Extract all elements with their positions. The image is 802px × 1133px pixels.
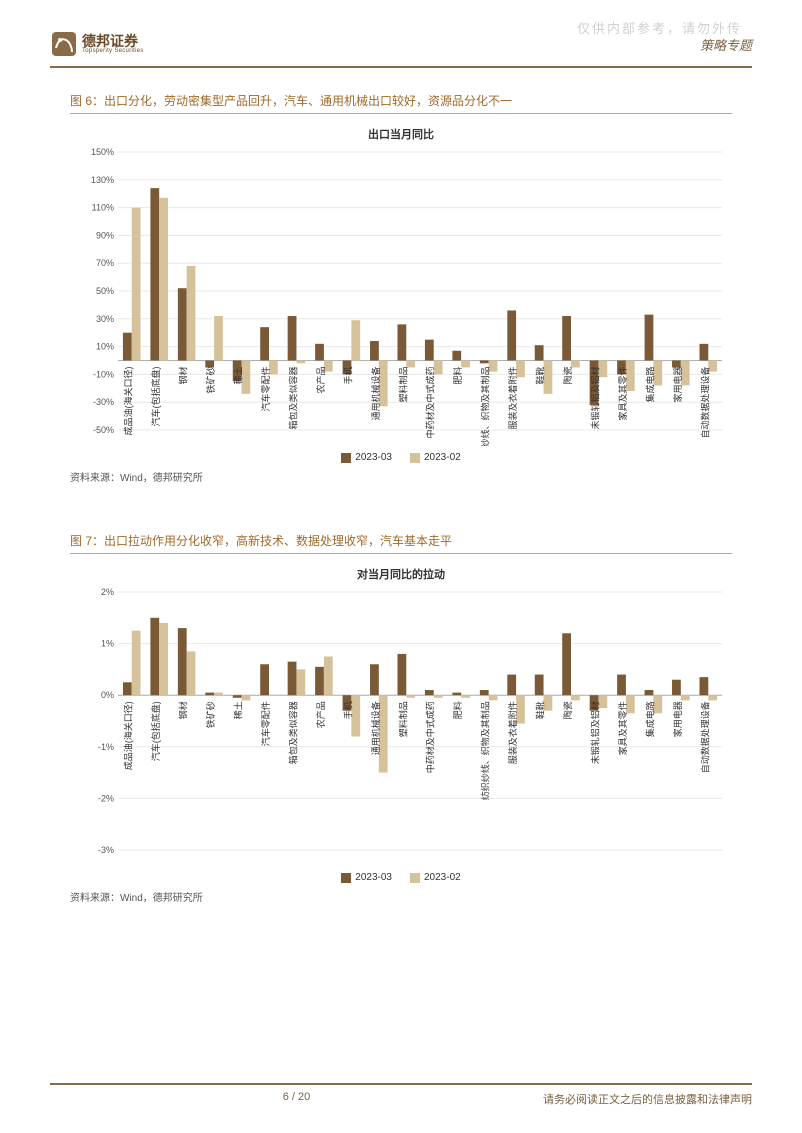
svg-text:-1%: -1% (98, 742, 114, 752)
svg-text:-2%: -2% (98, 793, 114, 803)
figure-6-legend: 2023-03 2023-02 (70, 452, 732, 463)
svg-text:集成电路: 集成电路 (644, 367, 655, 403)
svg-text:未锻轧铝及铝材: 未锻轧铝及铝材 (589, 367, 600, 430)
svg-text:汽车零配件: 汽车零配件 (260, 701, 271, 746)
svg-text:110%: 110% (92, 203, 114, 213)
svg-text:1%: 1% (101, 639, 114, 649)
svg-text:汽车(包括底盘): 汽车(包括底盘) (150, 701, 161, 761)
figure-7-chart: -3% -2% -1% 0% 1% 2% 成品油(海关口径) 汽车(包括底盘) 钢材 铁矿砂 稀土汽… (70, 586, 730, 866)
logo: 德邦证券 Topsperity Securities (50, 30, 144, 58)
legend-s1: 2023-03 (355, 452, 392, 463)
svg-text:通用机械设备: 通用机械设备 (370, 367, 381, 421)
legend-s2: 2023-02 (424, 452, 461, 463)
svg-text:集成电路: 集成电路 (644, 701, 655, 737)
figure-6-title: 出口当月同比 (70, 126, 732, 142)
svg-text:-50%: -50% (93, 425, 114, 435)
page-number: 6 / 20 (283, 1091, 311, 1107)
svg-text:钢材: 钢材 (178, 701, 189, 719)
logo-text-en: Topsperity Securities (82, 48, 144, 54)
watermark-text: 仅供内部参考，请勿外传 (577, 18, 742, 37)
header-category: 策略专题 (700, 35, 752, 54)
svg-text:手机: 手机 (342, 367, 353, 385)
logo-text-cn: 德邦证券 (82, 34, 144, 48)
svg-text:130%: 130% (91, 175, 114, 185)
svg-text:自动数据处理设备: 自动数据处理设备 (699, 367, 710, 439)
figure-7-legend: 2023-03 2023-02 (70, 872, 732, 883)
svg-text:自动数据处理设备: 自动数据处理设备 (699, 701, 710, 773)
svg-text:90%: 90% (96, 230, 114, 240)
svg-text:未锻轧铝及铝材: 未锻轧铝及铝材 (589, 701, 600, 764)
svg-text:50%: 50% (96, 286, 114, 296)
svg-text:稀土: 稀土 (233, 701, 244, 719)
svg-text:家用电器: 家用电器 (672, 367, 683, 403)
svg-text:肥料: 肥料 (452, 701, 463, 719)
figure-7-title: 对当月同比的拉动 (70, 566, 732, 582)
svg-text:汽车(包括底盘): 汽车(包括底盘) (150, 367, 161, 427)
svg-text:铁矿砂: 铁矿砂 (205, 701, 216, 728)
figure-6-source: 资料来源：Wind，德邦研究所 (70, 469, 732, 484)
footer-rule (50, 1083, 752, 1085)
figure-7: 图 7：出口拉动作用分化收窄，高新技术、数据处理收窄，汽车基本走平 对当月同比的… (70, 532, 732, 904)
svg-text:肥料: 肥料 (452, 367, 463, 385)
svg-text:铁矿砂: 铁矿砂 (205, 367, 216, 394)
svg-text:纺织纱线、织物及其制品: 纺织纱线、织物及其制品 (480, 367, 491, 447)
legend-s1: 2023-03 (355, 872, 392, 883)
svg-text:钢材: 钢材 (178, 367, 189, 385)
svg-text:塑料制品: 塑料制品 (397, 701, 408, 737)
svg-text:汽车零配件: 汽车零配件 (260, 367, 271, 412)
svg-text:箱包及类似容器: 箱包及类似容器 (287, 367, 298, 430)
svg-text:服装及衣着附件: 服装及衣着附件 (507, 367, 518, 430)
header-rule (50, 66, 752, 68)
svg-text:2%: 2% (101, 587, 114, 597)
svg-text:鞋靴: 鞋靴 (535, 701, 546, 719)
svg-text:-10%: -10% (93, 369, 114, 379)
svg-text:鞋靴: 鞋靴 (535, 367, 546, 385)
svg-text:纺织纱线、织物及其制品: 纺织纱线、织物及其制品 (480, 701, 491, 800)
footer-note: 请务必阅读正文之后的信息披露和法律声明 (543, 1091, 752, 1107)
svg-text:通用机械设备: 通用机械设备 (370, 701, 381, 755)
svg-text:成品油(海关口径): 成品油(海关口径) (123, 701, 134, 770)
svg-text:30%: 30% (96, 314, 114, 324)
svg-text:70%: 70% (96, 258, 114, 268)
figure-6-caption: 图 6：出口分化，劳动密集型产品回升，汽车、通用机械出口较好，资源品分化不一 (70, 92, 732, 109)
figure-7-rule (70, 553, 732, 554)
svg-text:家具及其零件: 家具及其零件 (617, 367, 628, 421)
svg-text:中药材及中式成药: 中药材及中式成药 (425, 367, 436, 439)
svg-text:0%: 0% (101, 690, 114, 700)
svg-text:成品油(海关口径): 成品油(海关口径) (123, 367, 134, 436)
logo-icon (50, 30, 78, 58)
svg-text:服装及衣着附件: 服装及衣着附件 (507, 701, 518, 764)
legend-s2: 2023-02 (424, 872, 461, 883)
svg-text:塑料制品: 塑料制品 (397, 367, 408, 403)
svg-text:农产品: 农产品 (315, 367, 326, 394)
svg-text:手机: 手机 (342, 701, 353, 719)
figure-7-source: 资料来源：Wind，德邦研究所 (70, 889, 732, 904)
svg-text:农产品: 农产品 (315, 701, 326, 728)
svg-text:稀土: 稀土 (233, 367, 244, 385)
svg-text:家具及其零件: 家具及其零件 (617, 701, 628, 755)
svg-text:-30%: -30% (93, 397, 114, 407)
svg-text:陶瓷: 陶瓷 (562, 701, 573, 719)
svg-text:箱包及类似容器: 箱包及类似容器 (287, 701, 298, 764)
svg-text:中药材及中式成药: 中药材及中式成药 (425, 701, 436, 773)
svg-text:-3%: -3% (98, 845, 114, 855)
svg-text:家用电器: 家用电器 (672, 701, 683, 737)
figure-6-rule (70, 113, 732, 114)
figure-6: 图 6：出口分化，劳动密集型产品回升，汽车、通用机械出口较好，资源品分化不一 出… (70, 92, 732, 484)
svg-text:150%: 150% (91, 147, 114, 157)
svg-text:陶瓷: 陶瓷 (562, 367, 573, 385)
figure-6-chart: -50% -30% -10% 10% 30% 50% 70% 90% 110% 130% 150% 成… (70, 146, 730, 446)
svg-text:10%: 10% (96, 342, 114, 352)
page-footer: 6 / 20 请务必阅读正文之后的信息披露和法律声明 (0, 1083, 802, 1107)
figure-7-caption: 图 7：出口拉动作用分化收窄，高新技术、数据处理收窄，汽车基本走平 (70, 532, 732, 549)
